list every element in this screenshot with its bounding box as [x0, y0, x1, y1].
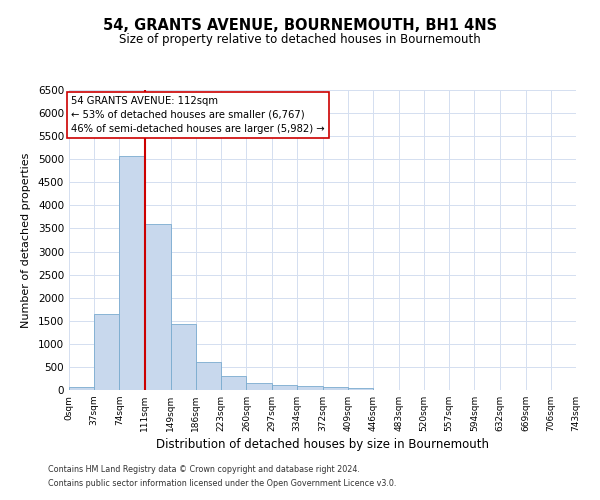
- X-axis label: Distribution of detached houses by size in Bournemouth: Distribution of detached houses by size …: [156, 438, 489, 451]
- Bar: [323, 387, 348, 390]
- Bar: [119, 156, 145, 390]
- Text: 54 GRANTS AVENUE: 112sqm
← 53% of detached houses are smaller (6,767)
46% of sem: 54 GRANTS AVENUE: 112sqm ← 53% of detach…: [71, 96, 325, 134]
- Text: Size of property relative to detached houses in Bournemouth: Size of property relative to detached ho…: [119, 32, 481, 46]
- Bar: [247, 383, 272, 390]
- Bar: [196, 362, 221, 390]
- Bar: [145, 224, 170, 390]
- Y-axis label: Number of detached properties: Number of detached properties: [21, 152, 31, 328]
- Bar: [297, 386, 323, 390]
- Bar: [348, 388, 373, 390]
- Bar: [221, 376, 247, 390]
- Text: Contains HM Land Registry data © Crown copyright and database right 2024.
Contai: Contains HM Land Registry data © Crown c…: [48, 466, 397, 487]
- Bar: [170, 324, 196, 390]
- Bar: [69, 386, 94, 390]
- Bar: [94, 314, 119, 390]
- Bar: [272, 385, 297, 390]
- Text: 54, GRANTS AVENUE, BOURNEMOUTH, BH1 4NS: 54, GRANTS AVENUE, BOURNEMOUTH, BH1 4NS: [103, 18, 497, 32]
